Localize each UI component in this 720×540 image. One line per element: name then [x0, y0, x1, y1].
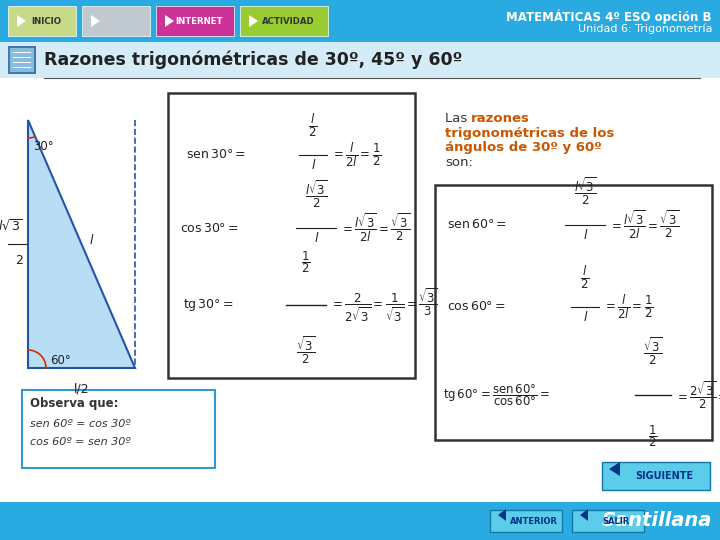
Text: $\dfrac{l\sqrt{3}}{2}$: $\dfrac{l\sqrt{3}}{2}$	[574, 176, 596, 207]
Bar	[435, 185, 712, 440]
Text: l: l	[311, 159, 315, 172]
Bar	[0, 502, 720, 540]
Bar	[602, 462, 710, 490]
Polygon shape	[249, 15, 258, 27]
Bar	[490, 510, 562, 532]
Bar	[0, 0, 720, 42]
Bar	[82, 6, 150, 36]
Polygon shape	[91, 15, 100, 27]
Bar	[22, 390, 215, 468]
Text: $\mathrm{cos}\,60°=$: $\mathrm{cos}\,60°=$	[447, 300, 506, 314]
Text: ANTERIOR: ANTERIOR	[510, 516, 558, 525]
Text: $\mathrm{tg}\,30°=$: $\mathrm{tg}\,30°=$	[183, 297, 234, 313]
Bar	[168, 93, 415, 378]
Bar	[240, 6, 328, 36]
Text: INTERNET: INTERNET	[175, 17, 222, 25]
Text: $\dfrac{l\sqrt{3}}{2}$: $\dfrac{l\sqrt{3}}{2}$	[305, 179, 328, 210]
Text: $= \dfrac{l}{2l} = \dfrac{1}{2}$: $= \dfrac{l}{2l} = \dfrac{1}{2}$	[603, 293, 654, 321]
Text: $\mathrm{cos}\,30°=$: $\mathrm{cos}\,30°=$	[180, 221, 239, 234]
Text: INICIO: INICIO	[31, 17, 61, 25]
Text: Unidad 6: Trigonometría: Unidad 6: Trigonometría	[577, 24, 712, 35]
Bar	[156, 6, 234, 36]
Text: $\dfrac{\sqrt{3}}{2}$: $\dfrac{\sqrt{3}}{2}$	[297, 335, 315, 367]
Text: ángulos de 30º y 60º: ángulos de 30º y 60º	[445, 141, 602, 154]
Text: $\dfrac{\sqrt{3}}{2}$: $\dfrac{\sqrt{3}}{2}$	[644, 335, 662, 367]
Text: $= \dfrac{l\sqrt{3}}{2l} = \dfrac{\sqrt{3}}{2}$: $= \dfrac{l\sqrt{3}}{2l} = \dfrac{\sqrt{…	[340, 212, 410, 244]
Text: 30°: 30°	[33, 140, 53, 153]
Text: $\dfrac{l}{2}$: $\dfrac{l}{2}$	[308, 112, 318, 139]
Bar	[572, 510, 644, 532]
Text: $= \dfrac{2}{2\sqrt{3}} = \dfrac{1}{\sqrt{3}} = \dfrac{\sqrt{3}}{3}$: $= \dfrac{2}{2\sqrt{3}} = \dfrac{1}{\sqr…	[330, 286, 438, 323]
Text: Las: Las	[445, 111, 472, 125]
Polygon shape	[498, 509, 506, 521]
Text: cos 60º = sen 30º: cos 60º = sen 30º	[30, 437, 130, 447]
Text: $\mathrm{tg}\,60°= \dfrac{\mathrm{sen}\,60°}{\mathrm{cos}\,60°}=$: $\mathrm{tg}\,60°= \dfrac{\mathrm{sen}\,…	[443, 382, 550, 408]
Text: l: l	[89, 233, 93, 246]
Text: $\mathrm{sen}\,30°=$: $\mathrm{sen}\,30°=$	[186, 148, 246, 161]
Bar	[10, 48, 34, 72]
Bar	[0, 42, 720, 502]
Text: son:: son:	[445, 157, 473, 170]
Text: razones: razones	[471, 111, 530, 125]
Text: trigonométricas de los: trigonométricas de los	[445, 126, 614, 139]
Text: SIGUIENTE: SIGUIENTE	[635, 471, 693, 481]
Text: Santillana: Santillana	[602, 511, 712, 530]
Text: $\dfrac{1}{2}$: $\dfrac{1}{2}$	[648, 423, 658, 449]
Polygon shape	[580, 509, 588, 521]
Text: l: l	[583, 311, 587, 324]
Text: $l\sqrt{3}$: $l\sqrt{3}$	[0, 219, 23, 234]
Text: 2: 2	[15, 254, 23, 267]
Text: MATEMÁTICAS 4º ESO opción B: MATEMÁTICAS 4º ESO opción B	[506, 10, 712, 24]
Text: SALIR: SALIR	[603, 516, 629, 525]
Text: $= \dfrac{2\sqrt{3}}{2} = \sqrt{3}$: $= \dfrac{2\sqrt{3}}{2} = \sqrt{3}$	[675, 379, 720, 411]
Text: Observa que:: Observa que:	[30, 397, 119, 410]
Polygon shape	[609, 462, 620, 476]
Text: Razones trigonómétricas de 30º, 45º y 60º: Razones trigonómétricas de 30º, 45º y 60…	[44, 51, 462, 69]
Text: sen 60º = cos 30º: sen 60º = cos 30º	[30, 419, 130, 429]
Polygon shape	[28, 120, 135, 368]
Bar	[8, 46, 36, 74]
Text: l: l	[314, 232, 318, 245]
Polygon shape	[17, 15, 26, 27]
Text: ACTIVIDAD: ACTIVIDAD	[261, 17, 315, 25]
Bar	[8, 6, 76, 36]
Text: $\dfrac{l}{2}$: $\dfrac{l}{2}$	[580, 264, 590, 291]
Text: $= \dfrac{l\sqrt{3}}{2l} = \dfrac{\sqrt{3}}{2}$: $= \dfrac{l\sqrt{3}}{2l} = \dfrac{\sqrt{…	[609, 209, 679, 241]
Text: l/2: l/2	[73, 382, 89, 395]
Text: $\dfrac{1}{2}$: $\dfrac{1}{2}$	[301, 249, 311, 275]
Bar	[0, 42, 720, 78]
Polygon shape	[165, 15, 174, 27]
Text: $= \dfrac{l}{2l} = \dfrac{1}{2}$: $= \dfrac{l}{2l} = \dfrac{1}{2}$	[331, 141, 382, 169]
Text: l: l	[583, 229, 587, 242]
Text: $\mathrm{sen}\,60°=$: $\mathrm{sen}\,60°=$	[447, 219, 507, 232]
Text: 60°: 60°	[50, 354, 71, 367]
